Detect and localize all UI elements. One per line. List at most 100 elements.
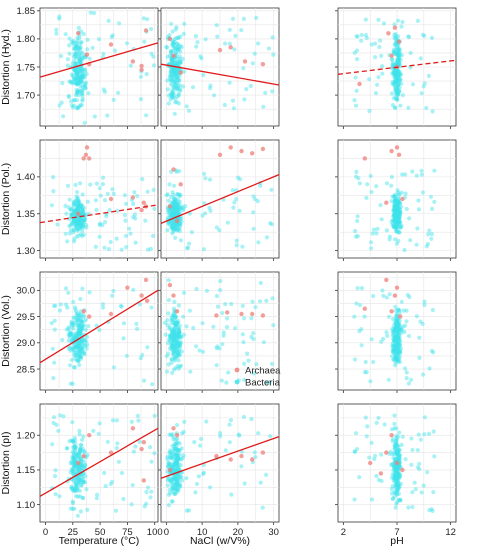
archaea-point: [178, 182, 183, 187]
bacteria-point: [389, 354, 395, 359]
bacteria-point: [81, 225, 86, 230]
bacteria-point: [197, 348, 202, 353]
bacteria-point: [177, 330, 182, 335]
bacteria-point: [390, 63, 395, 68]
bacteria-point: [74, 87, 79, 92]
bacteria-point: [78, 355, 83, 360]
archaea-point: [141, 478, 146, 483]
y-tick-label: 1.40: [17, 172, 36, 183]
bacteria-point: [394, 488, 399, 493]
bacteria-point: [168, 97, 173, 102]
bacteria-point: [175, 212, 180, 217]
bacteria-point: [173, 205, 178, 210]
bacteria-point: [392, 74, 397, 80]
x-axis-title: NaCl (w/V%): [190, 535, 250, 547]
bacteria-point: [249, 334, 254, 339]
bacteria-point: [172, 69, 177, 74]
bacteria-point: [394, 91, 399, 96]
bacteria-point: [174, 203, 179, 208]
bacteria-point: [80, 228, 85, 233]
bacteria-point: [396, 336, 401, 341]
bacteria-point: [242, 316, 247, 321]
bacteria-point: [394, 79, 399, 84]
bacteria-point: [169, 342, 174, 347]
bacteria-point: [177, 54, 182, 59]
bacteria-point: [402, 247, 407, 253]
bacteria-point: [174, 85, 179, 90]
bacteria-point: [172, 183, 177, 188]
bacteria-point: [400, 324, 405, 329]
x-tick-label: 10: [197, 527, 208, 538]
bacteria-point: [393, 476, 398, 481]
bacteria-point: [393, 71, 398, 76]
bacteria-point: [393, 205, 398, 211]
bacteria-point: [170, 499, 175, 504]
bacteria-point: [170, 486, 175, 491]
bacteria-point: [395, 219, 400, 224]
bacteria-point: [392, 474, 398, 479]
bacteria-point: [85, 334, 90, 339]
bacteria-point: [393, 215, 398, 220]
bacteria-point: [173, 27, 178, 32]
bacteria-point: [71, 451, 76, 456]
bacteria-point: [173, 450, 178, 455]
bacteria-point: [124, 201, 129, 206]
bacteria-point: [174, 75, 179, 80]
bacteria-point: [390, 497, 395, 502]
bacteria-point: [70, 212, 76, 217]
bacteria-point: [138, 74, 143, 79]
bacteria-point: [393, 222, 399, 227]
bacteria-point: [172, 335, 177, 340]
bacteria-point: [394, 312, 400, 317]
bacteria-point: [397, 474, 402, 479]
bacteria-point: [85, 342, 90, 347]
bacteria-point: [177, 481, 182, 486]
bacteria-point: [76, 46, 81, 51]
bacteria-point: [390, 60, 396, 65]
bacteria-point: [75, 513, 80, 518]
bacteria-point: [392, 329, 398, 334]
bacteria-point: [172, 342, 177, 347]
bacteria-point: [166, 278, 171, 283]
bacteria-point: [214, 346, 219, 351]
bacteria-point: [419, 490, 424, 495]
bacteria-point: [171, 196, 177, 201]
bacteria-point: [171, 74, 176, 79]
bacteria-point: [204, 288, 210, 293]
bacteria-point: [72, 487, 77, 492]
bacteria-point: [69, 319, 74, 324]
bacteria-point: [392, 326, 397, 331]
bacteria-point: [173, 323, 178, 328]
bacteria-point: [270, 296, 275, 301]
bacteria-point: [73, 77, 78, 82]
bacteria-point: [92, 10, 97, 16]
bacteria-point: [75, 74, 80, 79]
archaea-point: [392, 293, 398, 298]
bacteria-point: [355, 214, 360, 219]
bacteria-point: [172, 71, 177, 77]
bacteria-point: [177, 452, 182, 457]
bacteria-point: [79, 312, 84, 317]
bacteria-point: [172, 78, 177, 83]
bacteria-point: [177, 45, 182, 51]
bacteria-point: [77, 477, 82, 483]
bacteria-point: [394, 491, 399, 496]
bacteria-point: [172, 482, 178, 487]
archaea-point: [394, 285, 400, 290]
bacteria-point: [250, 299, 255, 304]
bacteria-point: [175, 352, 180, 357]
bacteria-point: [391, 96, 396, 101]
bacteria-point: [418, 437, 423, 442]
bacteria-point: [184, 104, 189, 109]
bacteria-point: [390, 326, 395, 332]
y-tick-label: 30.0: [17, 286, 36, 297]
bacteria-point: [67, 36, 72, 41]
archaea-point: [81, 156, 86, 161]
bacteria-point: [82, 337, 87, 342]
bacteria-point: [354, 169, 359, 174]
bacteria-point: [400, 19, 405, 25]
bacteria-point: [391, 349, 396, 354]
bacteria-point: [167, 209, 172, 214]
bacteria-point: [136, 418, 141, 423]
bacteria-point: [100, 182, 105, 187]
